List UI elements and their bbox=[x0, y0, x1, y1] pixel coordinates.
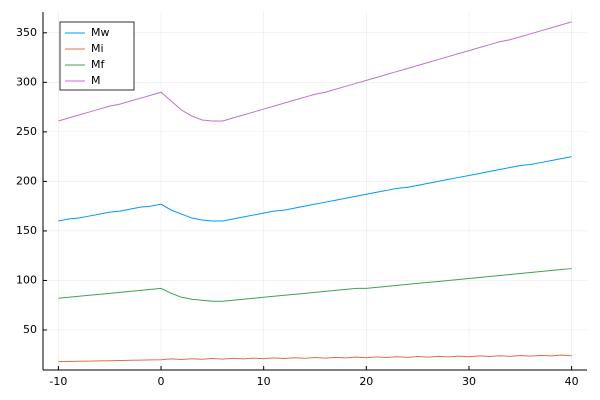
x-tick-label: 20 bbox=[359, 375, 373, 388]
y-tick-label: 250 bbox=[16, 125, 37, 138]
x-tick-label: -10 bbox=[49, 375, 67, 388]
y-tick-label: 350 bbox=[16, 26, 37, 39]
y-tick-label: 150 bbox=[16, 224, 37, 237]
x-tick-label: 10 bbox=[257, 375, 271, 388]
line bbox=[58, 354, 572, 363]
legend-label: Mi bbox=[91, 42, 104, 55]
y-tick-label: 200 bbox=[16, 174, 37, 187]
y-tick-label: 100 bbox=[16, 273, 37, 286]
line bbox=[58, 156, 572, 222]
legend-label: Mf bbox=[91, 58, 105, 71]
y-tick-label: 50 bbox=[23, 323, 37, 336]
legend-label: M bbox=[91, 74, 101, 87]
line bbox=[58, 268, 572, 302]
x-tick-label: 40 bbox=[565, 375, 579, 388]
line bbox=[58, 21, 572, 122]
legend-label: Mw bbox=[91, 26, 110, 39]
x-tick-label: 0 bbox=[158, 375, 165, 388]
x-tick-label: 30 bbox=[462, 375, 476, 388]
y-tick-label: 300 bbox=[16, 75, 37, 88]
